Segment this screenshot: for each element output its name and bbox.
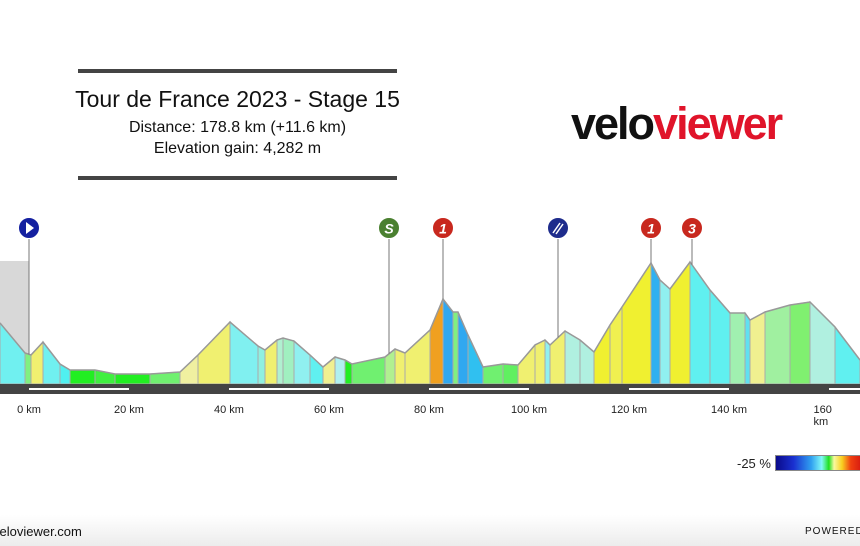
profile-segment <box>394 348 406 385</box>
profile-segment <box>257 345 266 385</box>
profile-segment <box>69 369 96 385</box>
x-tick-label: 160 km <box>813 404 832 428</box>
profile-segment <box>609 305 623 385</box>
profile-segment <box>650 262 661 385</box>
marker-climb[interactable]: 1 <box>432 217 454 300</box>
profile-segment <box>114 373 151 385</box>
elevation-profile-chart: S 1 1 3 <box>0 217 860 394</box>
profile-outline <box>0 260 860 375</box>
marker-badge <box>378 217 400 239</box>
profile-segment <box>669 260 691 385</box>
legend-min-label: -25 % <box>737 456 771 471</box>
marker-badge <box>432 217 454 239</box>
elevation-gain-text: Elevation gain: 4,282 m <box>153 140 322 157</box>
profile-segment <box>517 343 536 385</box>
profile-segment <box>534 339 546 385</box>
x-tick-label: 100 km <box>510 404 548 416</box>
marker-badge <box>681 217 703 239</box>
profile-segment <box>264 338 278 385</box>
distance-scale-dash <box>829 388 860 390</box>
profile-segment <box>197 320 231 385</box>
veloviewer-logo: veloviewer <box>571 98 783 150</box>
x-tick-label: 40 km <box>214 404 244 416</box>
marker-label: 3 <box>688 221 696 237</box>
profile-segment <box>749 311 766 385</box>
profile-segment <box>24 352 32 385</box>
profile-segment <box>452 311 459 385</box>
gradient-legend-bar <box>775 455 860 471</box>
profile-segment <box>789 301 811 385</box>
x-tick-label: 120 km <box>610 404 648 416</box>
profile-segment <box>764 304 791 385</box>
profile-segment <box>442 297 454 385</box>
play-icon <box>26 222 34 234</box>
footer-site-link[interactable]: veloviewer.com <box>0 524 82 539</box>
marker-badge <box>547 217 569 239</box>
profile-segment <box>309 353 324 385</box>
powered-by-text: POWERED BY <box>805 526 860 537</box>
profile-segment <box>502 363 519 385</box>
marker-label: S <box>384 221 394 237</box>
distance-scale-dash <box>29 388 129 390</box>
x-tick-label: 0 km <box>17 404 41 416</box>
distance-text: Distance: 178.8 km (+11.6 km) <box>128 119 347 136</box>
profile-segment <box>282 337 295 385</box>
profile-segment <box>621 261 652 385</box>
profile-segment <box>467 334 484 385</box>
distance-scale-dash <box>429 388 529 390</box>
fork-knife-icon <box>552 222 564 235</box>
profile-segment <box>729 312 746 385</box>
logo-part-viewer: viewer <box>653 98 783 149</box>
footer-band <box>0 515 860 546</box>
profile-segment <box>404 328 431 385</box>
marker-label: 1 <box>647 221 655 237</box>
x-tick-label: 80 km <box>414 404 444 416</box>
profile-segment <box>42 340 61 385</box>
marker-badge <box>640 217 662 239</box>
logo-part-velo: velo <box>571 98 655 149</box>
marker-climb[interactable]: 1 <box>640 217 662 264</box>
marker-climb[interactable]: 3 <box>681 217 703 265</box>
profile-segment <box>229 320 259 385</box>
profile-segment <box>689 260 711 385</box>
profile-segment <box>709 288 731 385</box>
x-tick-label: 20 km <box>114 404 144 416</box>
title-rule-bottom <box>78 176 397 180</box>
marker-feed[interactable] <box>547 217 569 338</box>
profile-segment <box>429 298 444 385</box>
profile-segment <box>544 338 551 385</box>
title-rule-top <box>78 69 397 73</box>
marker-label: 1 <box>439 221 447 237</box>
distance-scale-dash <box>229 388 329 390</box>
profile-segment <box>593 323 611 385</box>
stage-title: Tour de France 2023 - Stage 15 <box>75 86 400 112</box>
profile-segment <box>659 278 671 385</box>
profile-segment <box>334 356 346 385</box>
marker-start[interactable] <box>18 217 40 355</box>
distance-scale-dash <box>629 388 729 390</box>
marker-sprint[interactable]: S <box>378 217 400 354</box>
x-tick-label: 140 km <box>710 404 748 416</box>
x-tick-label: 60 km <box>314 404 344 416</box>
profile-segment <box>276 337 284 385</box>
profile-segment <box>744 311 751 385</box>
profile-segment <box>384 347 396 385</box>
